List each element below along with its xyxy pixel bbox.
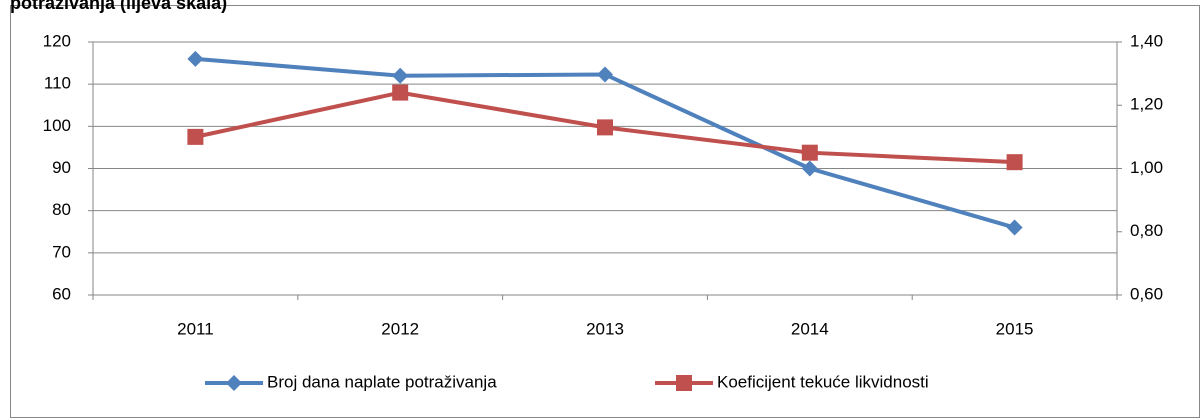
data-point [801, 144, 818, 161]
data-point [597, 66, 613, 83]
y-tick-label: 60 [52, 284, 71, 303]
legend-marker [226, 375, 242, 391]
y2-tick-label: 0,60 [1130, 284, 1163, 303]
y2-tick-label: 1,00 [1130, 158, 1163, 177]
data-point [187, 128, 204, 145]
x-tick-label: 2012 [381, 319, 419, 338]
legend-marker [676, 375, 692, 391]
data-point [1006, 219, 1023, 236]
data-point [801, 160, 818, 177]
x-tick-label: 2015 [996, 319, 1034, 338]
y-tick-label: 70 [52, 242, 71, 261]
y2-tick-label: 0,80 [1130, 221, 1163, 240]
y-tick-label: 100 [43, 116, 71, 135]
data-point [597, 119, 613, 136]
data-point [392, 67, 409, 84]
data-point [392, 84, 409, 101]
y2-tick-label: 1,20 [1130, 95, 1163, 114]
y-tick-label: 120 [43, 31, 71, 50]
legend-label: Koeficijent tekuće likvidnosti [717, 372, 929, 391]
y-tick-label: 80 [52, 200, 71, 219]
x-tick-label: 2014 [791, 319, 829, 338]
y-tick-label: 110 [44, 74, 71, 93]
y2-tick-label: 1,40 [1130, 31, 1163, 50]
data-point [187, 50, 204, 67]
legend-label: Broj dana naplate potraživanja [267, 372, 497, 391]
y-tick-label: 90 [52, 158, 71, 177]
x-tick-label: 2011 [177, 319, 214, 338]
chart-title: potraživanja (lijeva skala) [10, 0, 227, 13]
data-point [1006, 154, 1023, 171]
x-tick-label: 2013 [586, 319, 624, 338]
